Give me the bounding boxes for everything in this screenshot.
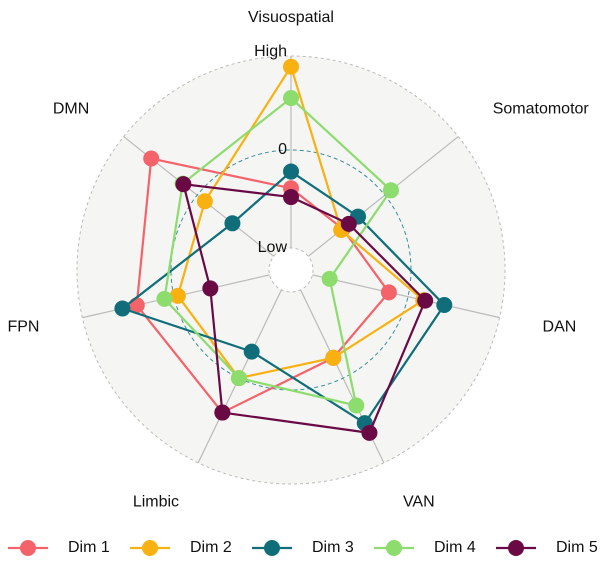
point xyxy=(325,349,342,366)
series-line xyxy=(120,170,446,425)
series-line xyxy=(135,157,391,414)
point xyxy=(436,296,453,313)
series-line xyxy=(181,182,427,435)
axis-label: DAN xyxy=(543,319,577,336)
axis-label: Limbic xyxy=(133,494,179,511)
point xyxy=(340,215,357,232)
point xyxy=(348,397,365,414)
point xyxy=(224,215,241,232)
point xyxy=(114,300,131,317)
point xyxy=(230,370,247,387)
legend-label: Dim 2 xyxy=(190,539,232,556)
axis-label: Somatomotor xyxy=(493,100,590,117)
spoke xyxy=(312,274,500,319)
axis-label: DMN xyxy=(53,100,89,117)
point xyxy=(283,189,299,206)
point xyxy=(143,150,160,167)
point xyxy=(156,290,173,307)
legend-label: Dim 4 xyxy=(434,539,476,556)
legend-marker xyxy=(20,540,36,556)
y-tick-label: High xyxy=(254,43,287,60)
axis-label: FPN xyxy=(7,319,39,336)
point xyxy=(283,90,299,107)
point xyxy=(169,287,186,304)
point xyxy=(196,193,213,210)
point xyxy=(243,343,260,360)
point xyxy=(202,280,219,297)
legend-marker xyxy=(508,540,524,556)
point xyxy=(214,404,231,421)
point xyxy=(380,284,397,301)
point xyxy=(382,182,399,199)
y-tick-label: Low xyxy=(258,239,288,256)
legend-marker xyxy=(386,540,402,556)
axis-label: Visuospatial xyxy=(248,9,334,26)
legend-label: Dim 1 xyxy=(68,539,110,556)
legend-label: Dim 5 xyxy=(556,539,598,556)
point xyxy=(321,270,338,287)
spoke xyxy=(307,136,459,257)
point xyxy=(361,424,378,441)
axis-label: VAN xyxy=(403,494,435,511)
series-line xyxy=(163,96,393,407)
point xyxy=(175,176,192,193)
point xyxy=(283,163,299,180)
y-tick-label: 0 xyxy=(278,141,287,158)
legend-marker xyxy=(264,540,280,556)
point xyxy=(283,58,299,75)
point xyxy=(417,292,434,309)
legend-marker xyxy=(142,540,158,556)
legend-label: Dim 3 xyxy=(312,539,354,556)
